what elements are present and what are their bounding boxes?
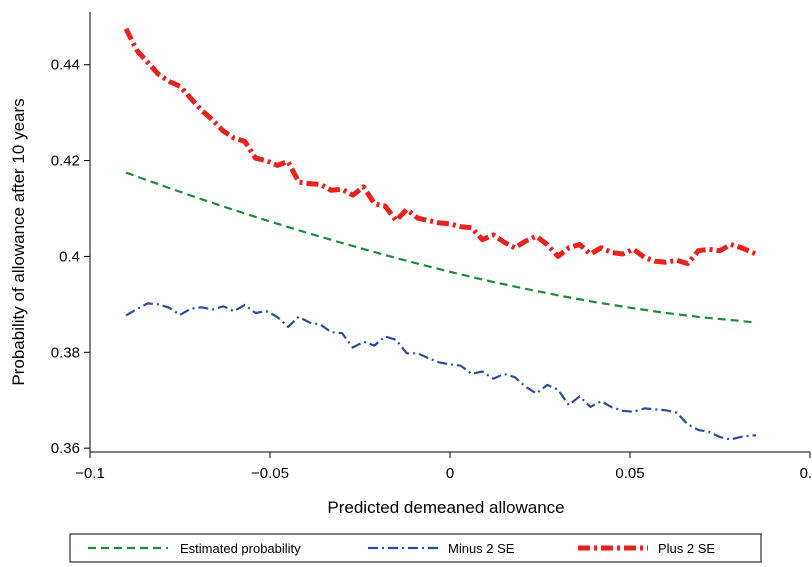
series-line-3	[123, 27, 757, 267]
axes-layer: 0.36 0.38 0.4 0.42 0.44 −0.1 −0.05 0 0.05 0.1	[51, 12, 812, 482]
x-axis-title: Predicted demeaned allowance	[327, 498, 564, 517]
legend-label-3: Plus 2 SE	[658, 541, 715, 556]
legend: Estimated probability Minus 2 SE Plus 2 SE	[69, 533, 762, 563]
series-line-2	[125, 302, 757, 441]
x-tick-label: 0.05	[615, 465, 644, 482]
x-tick-label: −0.1	[75, 465, 105, 482]
x-tick-label: 0	[446, 465, 454, 482]
series-layer	[123, 27, 757, 441]
y-tick-label: 0.44	[51, 57, 80, 74]
y-axis-title: Probability of allowance after 10 years	[9, 98, 28, 385]
y-tick-label: 0.36	[51, 440, 80, 457]
legend-label-1: Estimated probability	[180, 541, 301, 556]
x-tick-label: 0.1	[800, 465, 812, 482]
y-tick-label: 0.42	[51, 153, 80, 170]
y-tick-label: 0.38	[51, 344, 80, 361]
y-tick-label: 0.4	[59, 248, 80, 265]
series-line-1	[125, 171, 757, 324]
legend-label-2: Minus 2 SE	[448, 541, 515, 556]
x-tick-label: −0.05	[251, 465, 289, 482]
